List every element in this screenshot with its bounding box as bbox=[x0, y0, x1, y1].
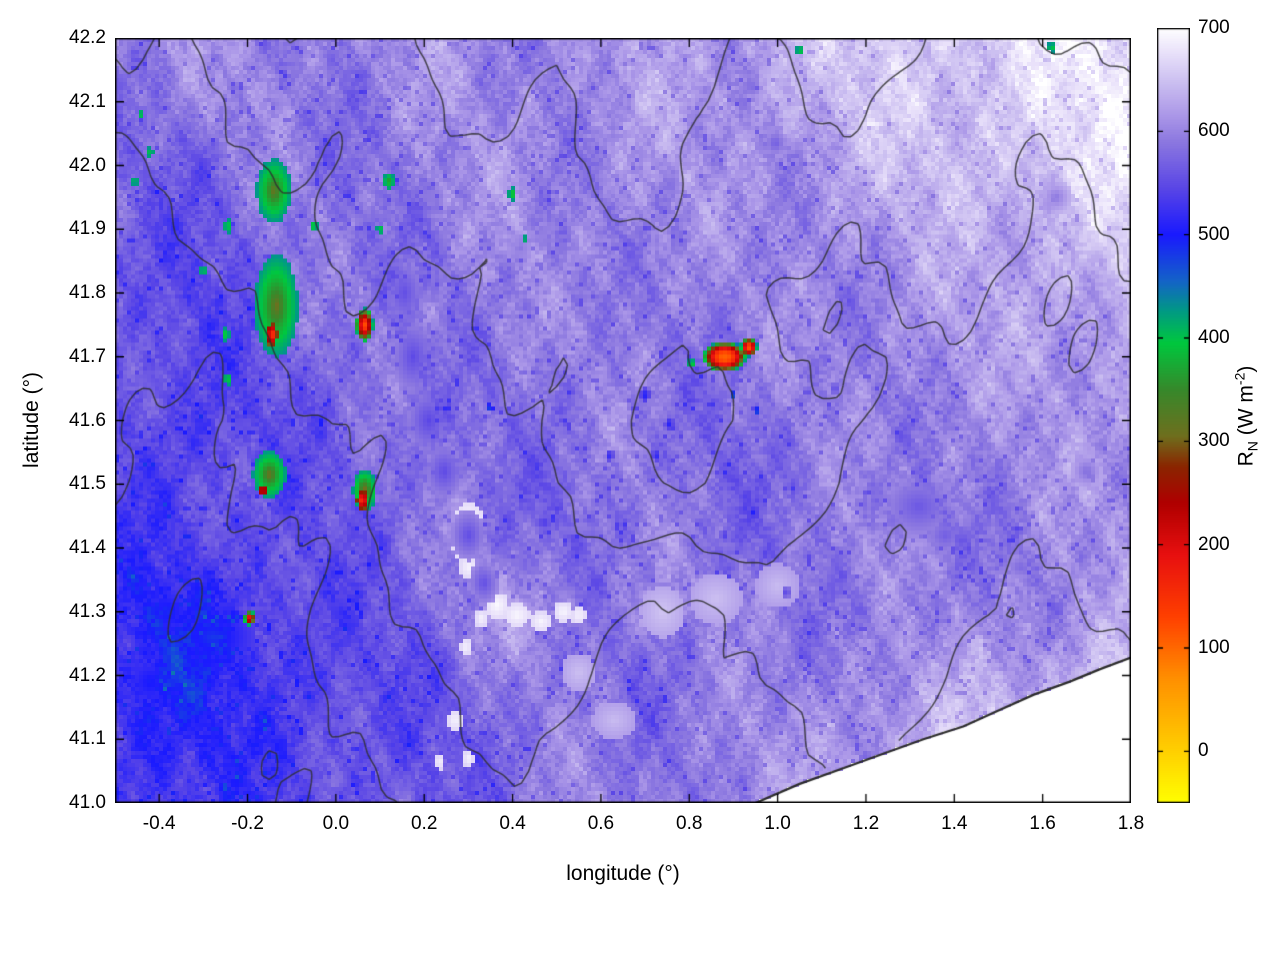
x-axis-tick-label: 0.8 bbox=[676, 813, 703, 834]
y-axis-tick-label: 41.2 bbox=[69, 664, 106, 686]
y-axis-tick-label: 42.2 bbox=[69, 27, 106, 48]
y-axis-tick-label: 41.3 bbox=[69, 600, 106, 622]
y-axis-tick-label: 41.0 bbox=[69, 792, 106, 813]
colorbar-tick-label: 400 bbox=[1198, 327, 1230, 348]
colorbar-label-sup: -2 bbox=[1231, 372, 1248, 386]
x-axis-tick-label: 1.4 bbox=[941, 813, 968, 834]
colorbar-tick-label: 500 bbox=[1198, 223, 1230, 245]
colorbar-label-unit: (W m bbox=[1234, 385, 1258, 442]
x-axis-tick-label: -0.2 bbox=[231, 813, 264, 834]
y-axis-tick-label: 41.1 bbox=[69, 728, 106, 750]
x-axis-tick-label: 1.0 bbox=[764, 813, 791, 834]
y-axis-tick-label: 41.9 bbox=[69, 218, 106, 240]
colorbar-label-sub: N bbox=[1244, 441, 1261, 452]
y-axis-tick-label: 42.0 bbox=[69, 154, 106, 176]
y-axis-tick-label: 41.4 bbox=[69, 537, 106, 558]
colorbar-tick-label: 100 bbox=[1198, 637, 1230, 658]
plot-area bbox=[115, 38, 1131, 803]
y-axis-label: latitude (°) bbox=[20, 372, 43, 468]
x-axis-tick-label: -0.4 bbox=[142, 813, 176, 834]
contour-overlay-canvas bbox=[115, 38, 1131, 803]
x-axis-tick-label: 0.2 bbox=[410, 813, 438, 834]
colorbar-label: RN (W m-2) bbox=[1231, 366, 1260, 467]
x-axis-tick-label: 0.6 bbox=[587, 813, 615, 834]
x-axis-tick-label: 1.6 bbox=[1029, 813, 1056, 834]
colorbar-tick-label: 700 bbox=[1198, 17, 1230, 38]
colorbar-tick-label: 0 bbox=[1198, 740, 1209, 762]
y-axis-tick-label: 41.8 bbox=[69, 282, 106, 303]
colorbar-label-close: ) bbox=[1234, 365, 1258, 373]
x-axis-tick-label: 1.2 bbox=[852, 813, 880, 834]
colorbar-label-base: R bbox=[1234, 451, 1258, 467]
x-axis-tick-label: 1.8 bbox=[1117, 813, 1145, 834]
colorbar-gradient-canvas bbox=[1157, 28, 1190, 803]
y-axis-tick-label: 41.6 bbox=[69, 409, 106, 431]
colorbar-tick-label: 200 bbox=[1198, 533, 1230, 555]
colorbar-tick-label: 300 bbox=[1198, 430, 1230, 452]
y-axis-tick-label: 41.7 bbox=[69, 345, 106, 367]
colorbar-tick-label: 600 bbox=[1198, 120, 1230, 142]
x-axis-label: longitude (°) bbox=[566, 862, 680, 885]
y-axis-tick-label: 42.1 bbox=[69, 90, 106, 112]
x-axis-tick-label: 0.4 bbox=[499, 813, 526, 834]
x-axis-tick-label: 0.0 bbox=[322, 813, 350, 834]
y-axis-tick-label: 41.5 bbox=[69, 473, 106, 495]
